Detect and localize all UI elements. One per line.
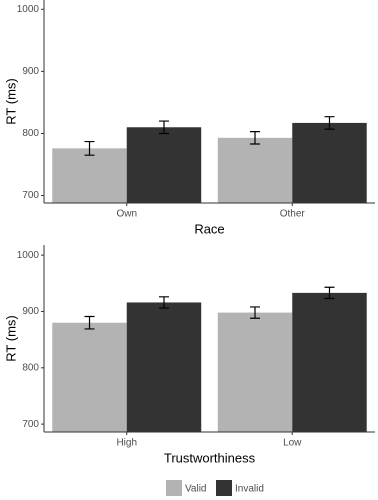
y-tick-label: 1000 bbox=[17, 250, 40, 261]
error-bar bbox=[324, 116, 335, 130]
x-tick-label: Low bbox=[283, 438, 302, 449]
error-bar bbox=[158, 296, 169, 309]
error-bar bbox=[158, 120, 169, 135]
x-axis-title: Race bbox=[194, 221, 224, 236]
bar bbox=[126, 302, 202, 432]
error-bar bbox=[324, 286, 335, 300]
error-bar bbox=[250, 131, 261, 145]
error-bar bbox=[84, 315, 95, 330]
bar bbox=[52, 322, 127, 432]
bar bbox=[217, 137, 293, 203]
error-bar bbox=[84, 140, 95, 156]
legend-label: Invalid bbox=[235, 484, 264, 495]
legend-swatch bbox=[216, 480, 232, 496]
y-tick-label: 800 bbox=[22, 362, 39, 373]
bar bbox=[52, 148, 127, 203]
x-tick-label: High bbox=[116, 438, 137, 449]
x-tick-label: Own bbox=[116, 209, 137, 220]
y-tick-label: 800 bbox=[22, 128, 39, 139]
bar bbox=[292, 292, 367, 432]
y-tick-label: 1000 bbox=[17, 4, 40, 15]
y-tick-label: 900 bbox=[22, 66, 39, 77]
bar bbox=[292, 122, 367, 203]
legend-label: Valid bbox=[185, 484, 207, 495]
y-axis-title: RT (ms) bbox=[3, 78, 18, 124]
x-tick-label: Other bbox=[280, 209, 306, 220]
legend-swatch bbox=[166, 480, 182, 496]
error-bar bbox=[250, 306, 261, 319]
bar bbox=[217, 312, 293, 432]
y-axis-title: RT (ms) bbox=[3, 315, 18, 361]
y-tick-label: 900 bbox=[22, 306, 39, 317]
y-tick-label: 700 bbox=[22, 190, 39, 201]
x-axis-title: Trustworthiness bbox=[164, 450, 256, 465]
y-tick-label: 700 bbox=[22, 419, 39, 430]
bar bbox=[126, 127, 202, 203]
